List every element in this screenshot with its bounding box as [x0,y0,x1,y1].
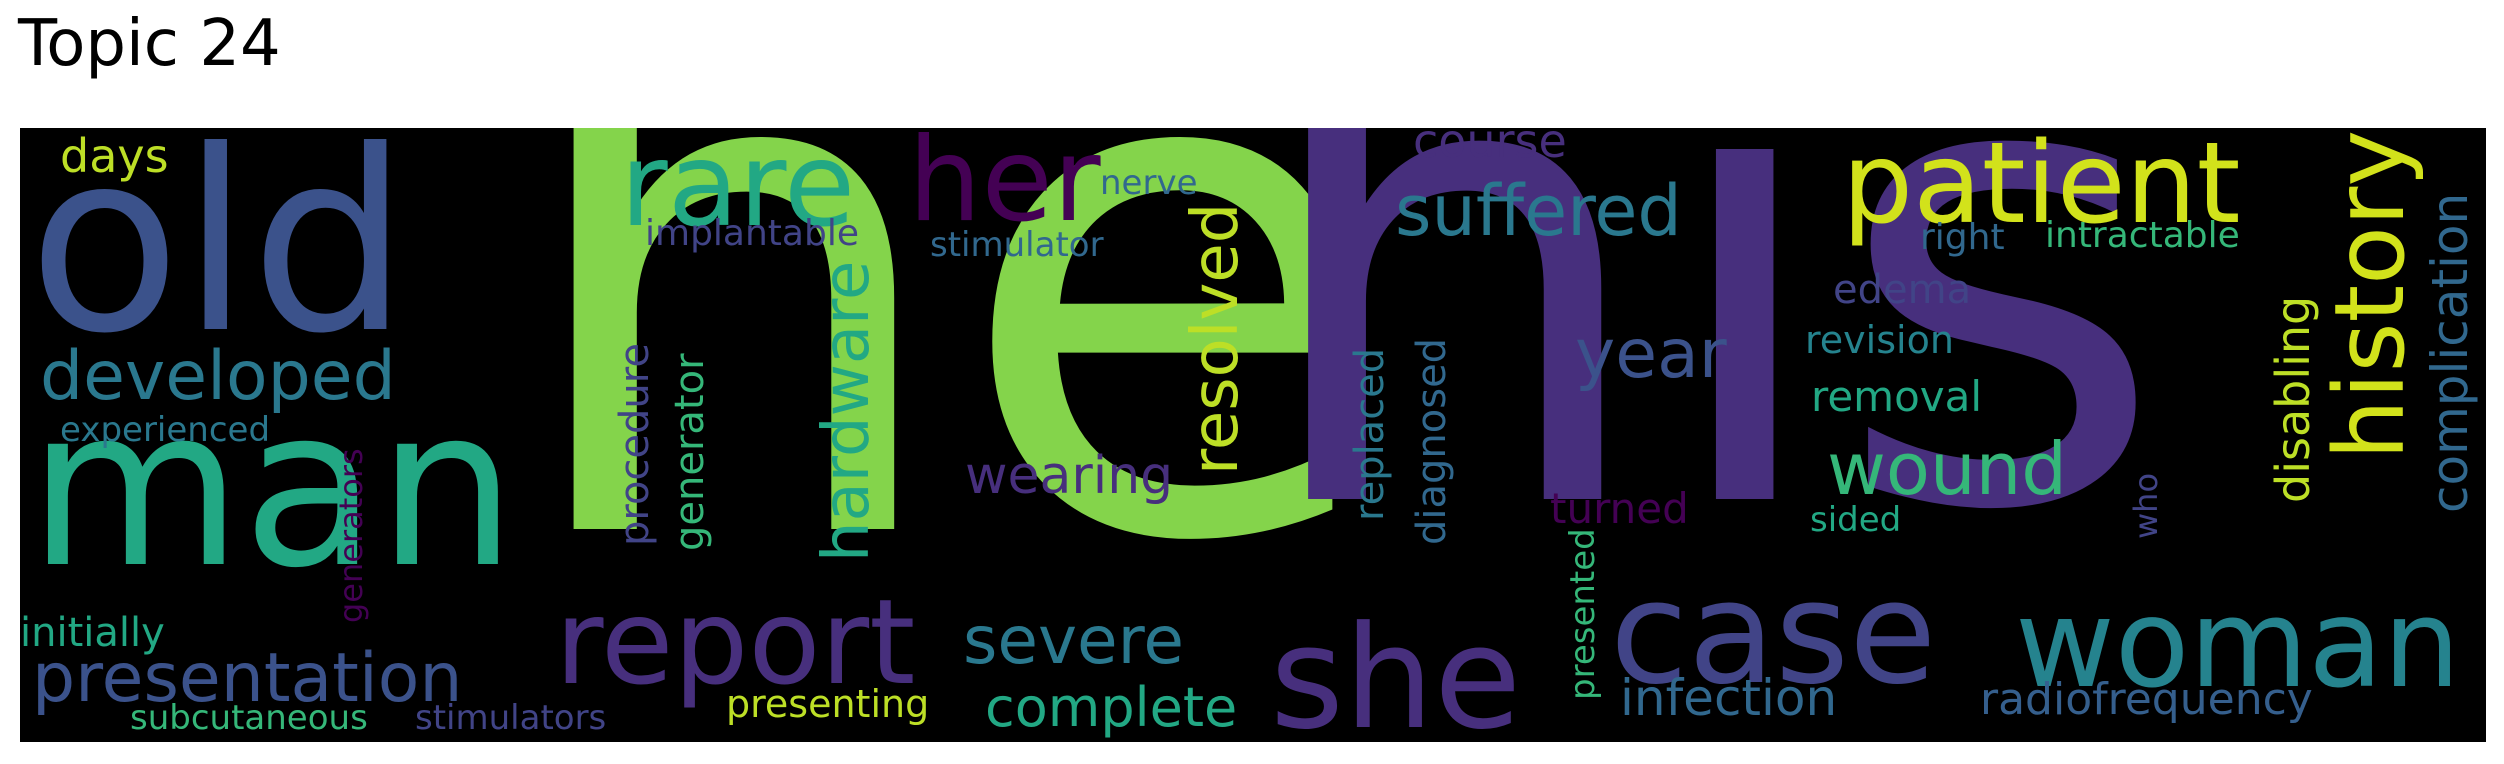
word-radiofrequency: radiofrequency [1980,674,2313,725]
word-wound: wound [1827,427,2067,511]
word-hardware: hardware [810,261,884,563]
word-he: he [510,128,1385,695]
word-old: old [28,128,410,388]
word-presenting: presenting [726,682,930,726]
word-man: man [28,360,517,616]
word-days: days [60,129,169,183]
word-resolved: resolved [1179,203,1253,476]
word-turned: turned [1550,484,1689,533]
word-procedure: procedure [612,343,658,546]
word-history: history [2314,130,2426,461]
word-generator: generator [667,353,713,551]
word-subcutaneous: subcutaneous [130,698,368,738]
word-stimulators: stimulators [415,698,607,738]
word-cloud: he his old man rare her patient history … [20,128,2486,742]
word-generators: generators [332,448,370,623]
word-his: his [1250,128,2167,650]
word-infection: infection [1620,669,1838,727]
word-case: case [1610,551,1937,716]
word-patient: patient [1842,128,2241,249]
word-her: her [908,128,1101,248]
word-she: she [1270,596,1522,743]
word-replaced: replaced [1347,348,1393,522]
word-right: right [1920,217,2005,258]
word-initially: initially [20,610,165,656]
word-woman: woman [2015,573,2461,715]
word-disabling: disabling [2266,296,2320,504]
word-presentation: presentation [32,639,463,718]
word-course: course [1413,128,1567,168]
word-removal: removal [1811,372,1983,421]
word-nerve: nerve [1100,163,1198,203]
word-developed: developed [40,337,396,416]
word-suffered: suffered [1395,170,1682,252]
word-report: report [555,573,916,711]
word-stimulator: stimulator [930,225,1104,265]
word-edema: edema [1833,267,1972,313]
word-sided: sided [1810,500,1902,540]
word-complication: complication [2421,193,2479,514]
word-diagnosed: diagnosed [1409,338,1455,546]
page-title: Topic 24 [18,7,281,81]
word-rare: rare [620,128,856,253]
word-year: year [1575,315,1727,394]
word-who: who [2127,473,2165,540]
word-presented: presented [1563,528,1603,700]
word-complete: complete [985,676,1238,739]
word-wearing: wearing [965,446,1174,506]
word-revision: revision [1805,318,1954,362]
word-experienced: experienced [60,410,271,450]
word-implantable: implantable [645,213,859,254]
word-intractable: intractable [2045,215,2240,256]
word-severe: severe [963,602,1184,679]
